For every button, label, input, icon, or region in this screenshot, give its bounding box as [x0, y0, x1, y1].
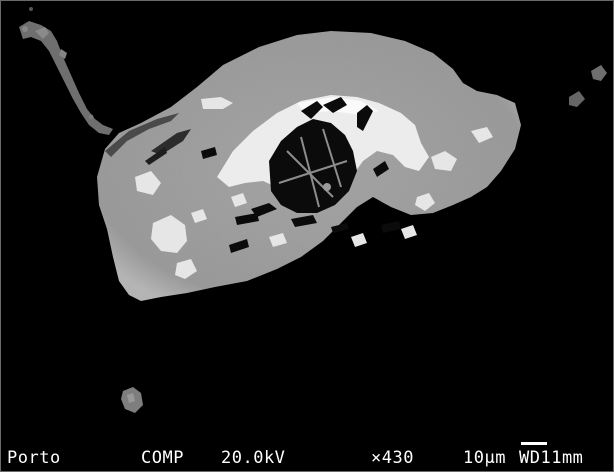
working-distance-label: WD11mm: [519, 448, 584, 468]
sem-info-bar: Porto COMP 20.0kV ×430 10μm WD11mm: [1, 437, 613, 471]
mode-label: COMP: [141, 448, 184, 468]
bright-inclusions: [135, 97, 493, 279]
main-grain: [97, 31, 521, 301]
dark-inclusion: [201, 97, 401, 253]
small-particles: [29, 7, 607, 413]
scale-bar: [521, 442, 547, 445]
voltage-label: 20.0kV: [221, 448, 286, 468]
fibrous-strand: [19, 21, 113, 135]
operator-label: Porto: [7, 448, 61, 468]
scale-label: 10μm: [463, 448, 506, 468]
magnification-label: ×430: [371, 448, 414, 468]
backscatter-image: [1, 1, 613, 439]
